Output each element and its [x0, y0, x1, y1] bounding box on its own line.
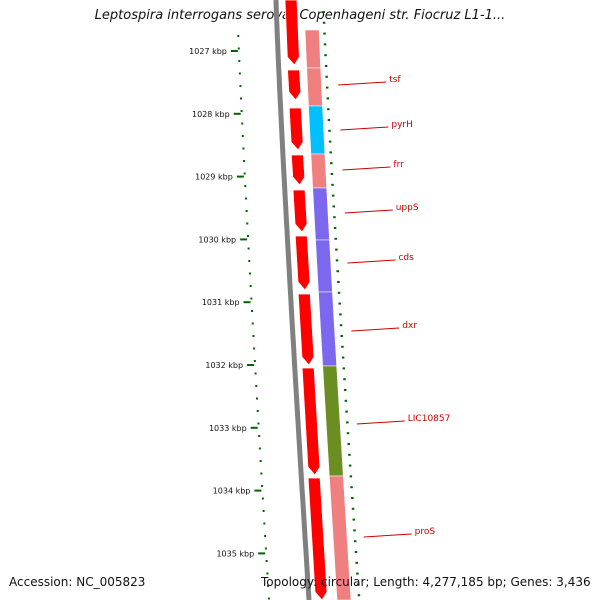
ruler-label: 1035 kbp: [216, 549, 254, 558]
gene-leader-line: [363, 533, 412, 538]
gene-segment: [312, 187, 330, 241]
forward-feature: [288, 107, 304, 151]
accession-text: Accession: NC_005823: [9, 575, 146, 589]
gene-label-cds: cds: [398, 253, 414, 263]
ruler-label: 1032 kbp: [205, 361, 243, 370]
forward-feature: [290, 154, 306, 186]
gene-segment: [308, 105, 326, 155]
gene-segment: [318, 291, 338, 367]
gene-labels: tsf pyrH frr uppS cds dxr LIC10857 proS: [389, 75, 450, 537]
gene-label-frr: frr: [393, 160, 404, 170]
gene-leader-line: [356, 420, 405, 425]
ruler-labels: 1027 kbp 1028 kbp 1029 kbp 1030 kbp 1031 kbp…: [189, 47, 254, 558]
gene-leader-line: [344, 209, 393, 214]
ruler-label: 1029 kbp: [195, 173, 233, 182]
map-title: Leptospira interrogans serovar Copenhage…: [94, 8, 506, 23]
gene-segment: [328, 475, 352, 600]
forward-feature: [292, 189, 308, 233]
forward-feature: [294, 235, 311, 291]
gene-label-pyrh: pyrH: [391, 120, 413, 130]
forward-feature: [301, 367, 321, 476]
forward-feature: [297, 293, 315, 366]
backbone-line: [273, 0, 312, 600]
gene-segment: [315, 239, 333, 293]
gene-label-lines: [338, 81, 412, 538]
gene-segment: [322, 365, 344, 477]
ruler-dots: [237, 35, 270, 600]
gene-leader-line: [351, 327, 400, 332]
gene-segment: [304, 29, 322, 69]
gene-leader-line: [338, 81, 387, 86]
gene-label-tsf: tsf: [389, 75, 401, 85]
gene-segment: [310, 153, 328, 189]
forward-strand-features: [284, 0, 328, 600]
gene-leader-line: [342, 166, 391, 171]
gene-label-upps: uppS: [396, 203, 419, 213]
gene-segment: [306, 67, 323, 107]
gene-leader-line: [347, 259, 396, 264]
gene-label-dxr: dxr: [402, 321, 417, 331]
gene-track: [304, 29, 352, 600]
forward-feature: [284, 0, 300, 66]
ruler-label: 1030 kbp: [198, 235, 236, 244]
ruler-label: 1028 kbp: [192, 110, 230, 119]
gene-leader-line: [340, 126, 389, 131]
outer-ruler-dots: [322, 11, 361, 597]
gene-label-lic10857: LIC10857: [408, 414, 451, 424]
ruler-label: 1027 kbp: [189, 47, 227, 56]
genome-summary-text: Topology: circular; Length: 4,277,185 bp…: [261, 575, 591, 589]
ruler-label: 1031 kbp: [202, 298, 240, 307]
forward-feature: [307, 477, 328, 600]
ruler-label: 1034 kbp: [213, 487, 251, 496]
gene-label-pros: proS: [415, 527, 436, 537]
ruler-ticks: [230, 50, 266, 555]
forward-feature: [287, 69, 302, 101]
ruler-label: 1033 kbp: [209, 424, 247, 433]
